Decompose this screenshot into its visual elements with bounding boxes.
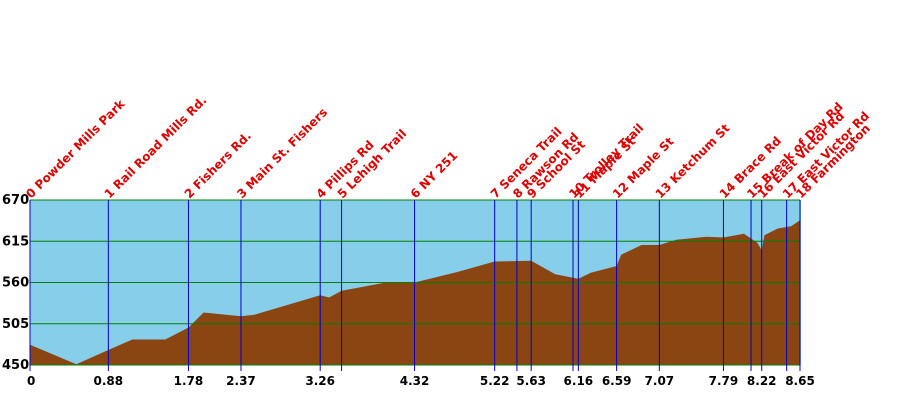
- x-tick-label: 3.26: [305, 374, 335, 388]
- x-tick-label: 5.63: [516, 374, 546, 388]
- x-tick-label: 8.22: [747, 374, 777, 388]
- y-tick-label: 615: [2, 234, 29, 249]
- waypoint-label: 6 NY 251: [408, 148, 461, 201]
- x-tick-label: 6.16: [564, 374, 594, 388]
- y-axis-ticks: 450 505 560 615 670: [2, 193, 29, 373]
- x-tick-label: 7.79: [709, 374, 739, 388]
- x-tick-label: 1.78: [174, 374, 204, 388]
- x-tick-label: 0.88: [94, 374, 124, 388]
- x-axis-ticks: 0 0.88 1.78 2.37 3.26 4.32 5.22 5.63 6.16 6.59 7.0…: [27, 374, 815, 388]
- y-tick-label: 505: [2, 317, 29, 332]
- y-tick-label: 560: [2, 276, 29, 291]
- x-tick-label: 8.65: [785, 374, 815, 388]
- x-tick-label: 7.07: [645, 374, 675, 388]
- waypoint-label: 3 Main St. Fishers: [234, 105, 330, 201]
- x-tick-label: 2.37: [226, 374, 256, 388]
- waypoint-lines: [29, 200, 801, 371]
- x-tick-label: 6.59: [602, 374, 632, 388]
- y-tick-label: 670: [2, 193, 29, 208]
- y-tick-label: 450: [2, 358, 29, 373]
- x-tick-label: 4.32: [400, 374, 430, 388]
- x-tick-label: 0: [27, 374, 35, 388]
- x-tick-label: 5.22: [480, 374, 510, 388]
